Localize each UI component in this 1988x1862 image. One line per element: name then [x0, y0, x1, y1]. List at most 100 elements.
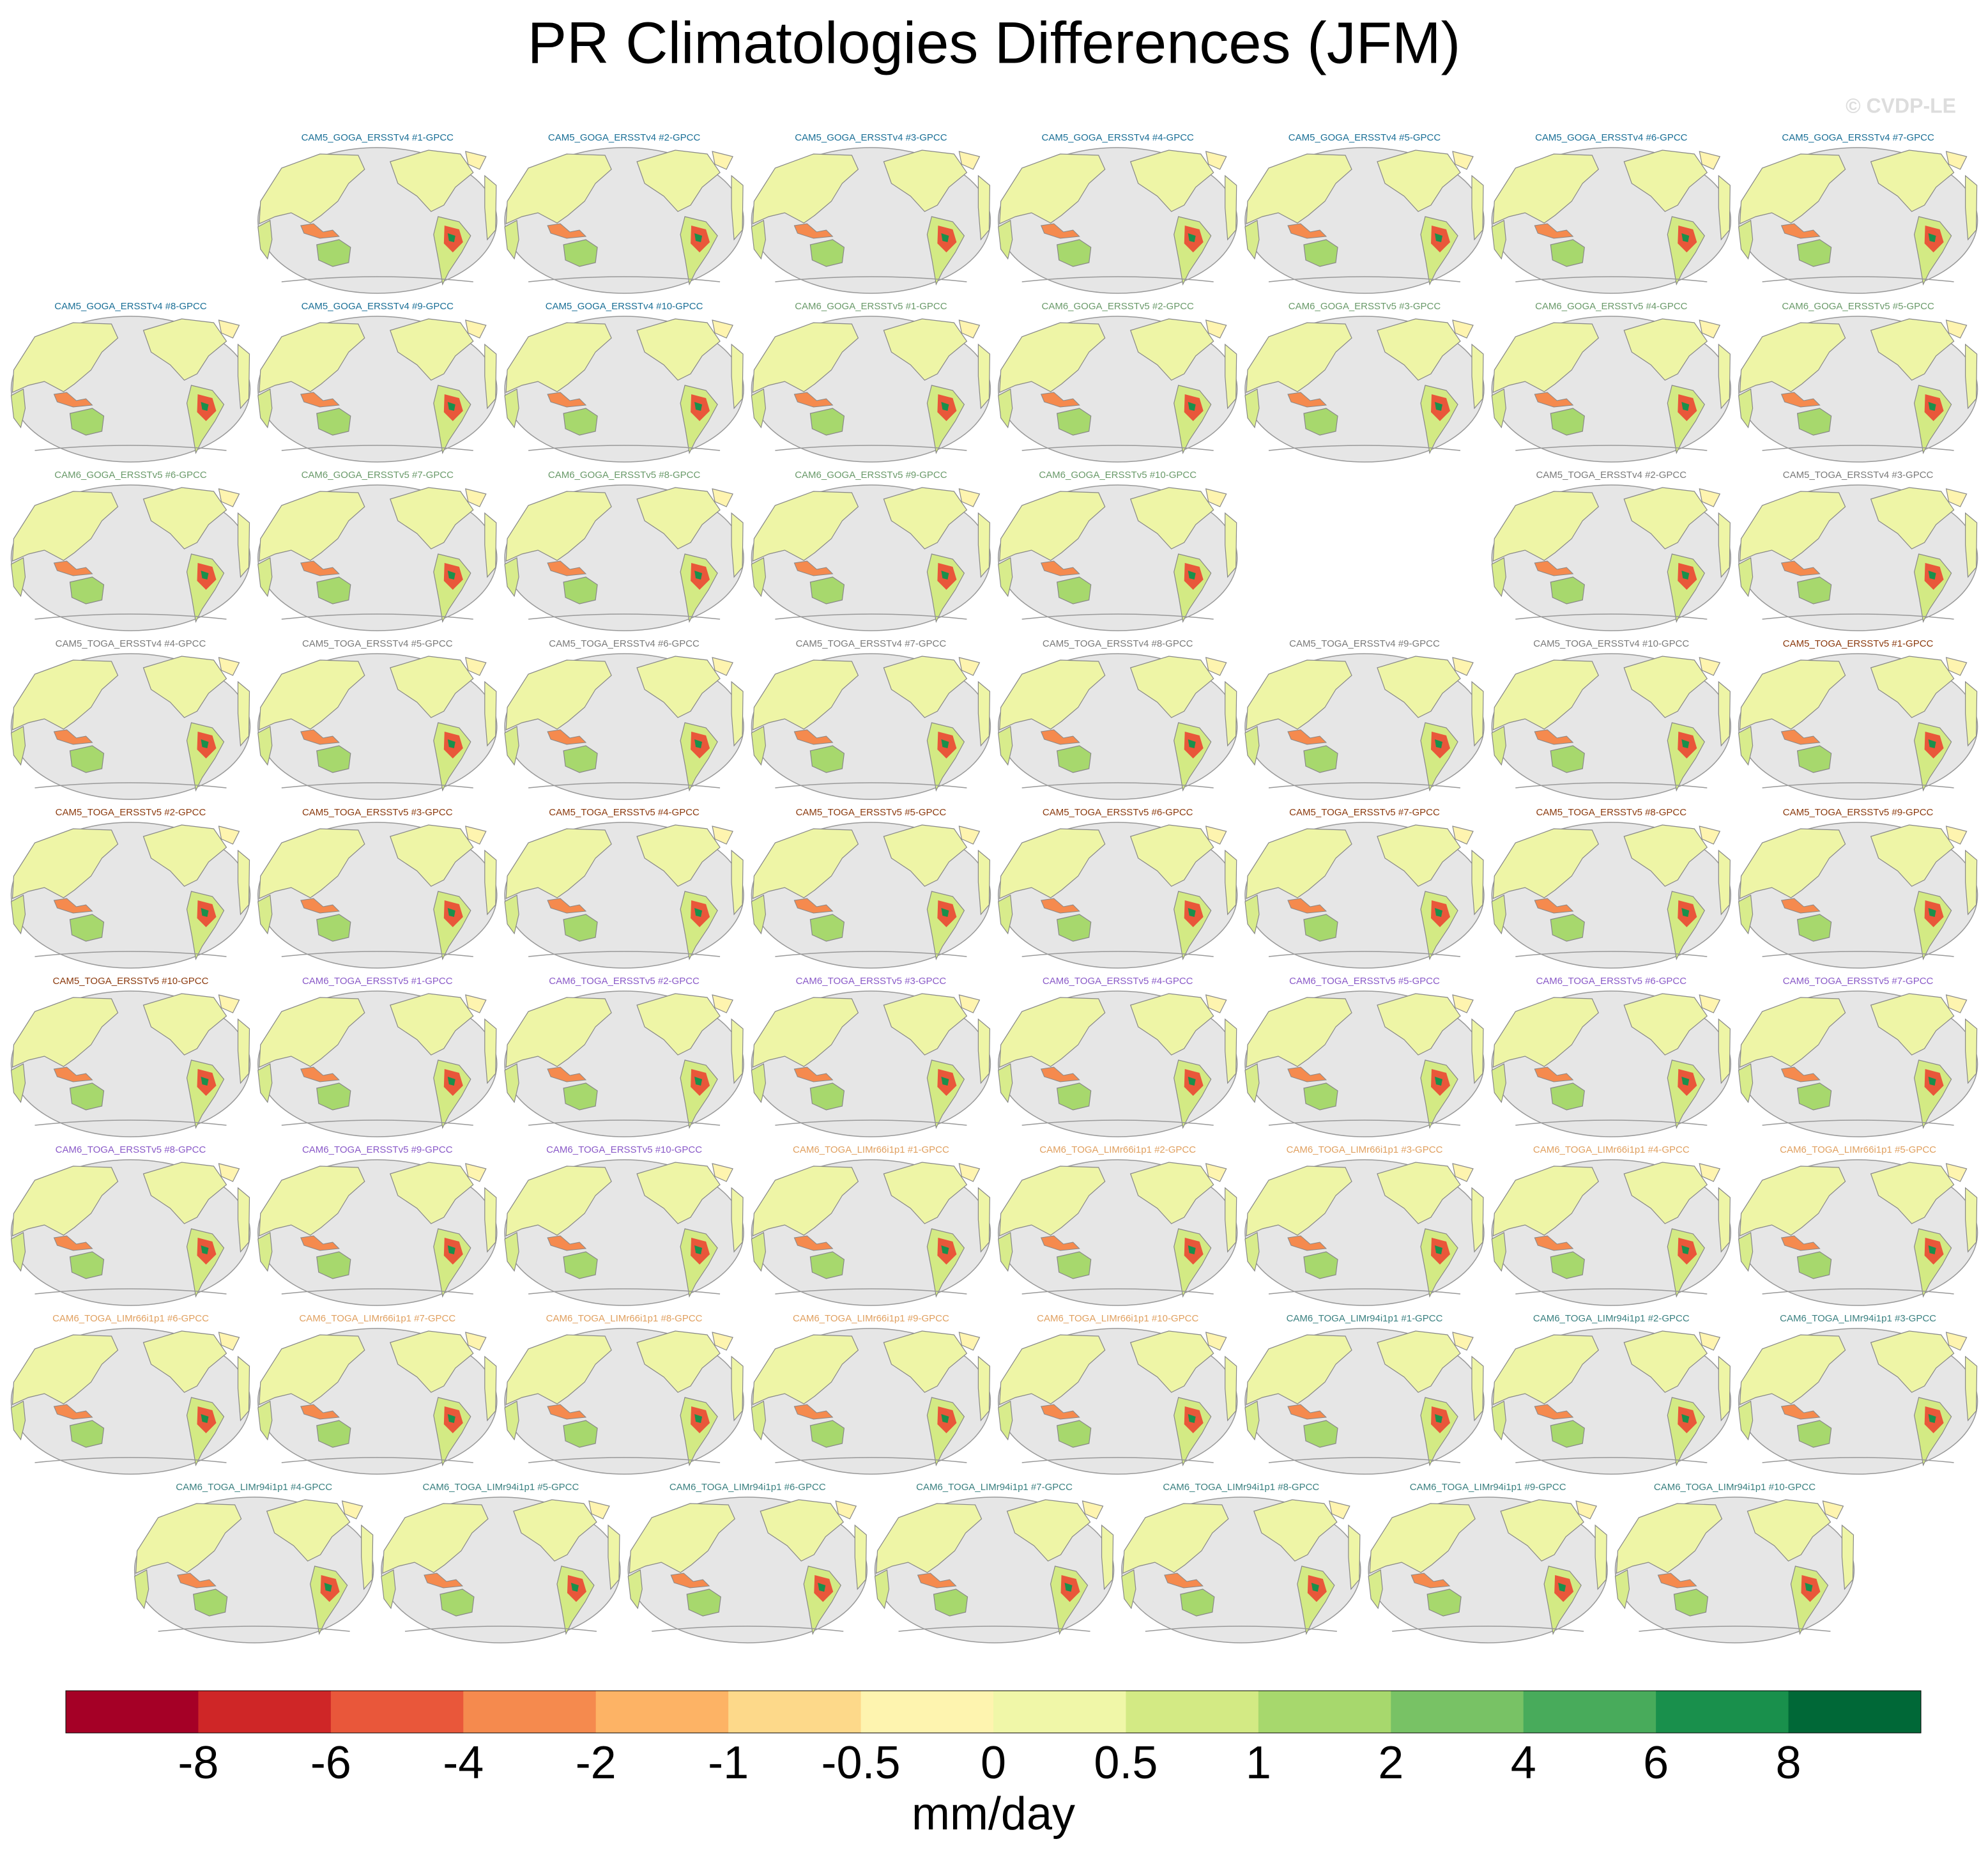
- map-panel: CAM5_TOGA_ERSSTv5 #1-GPCC: [1738, 638, 1978, 800]
- map-panel: CAM6_TOGA_LIMr94i1p1 #3-GPCC: [1738, 1313, 1978, 1475]
- map-panel: CAM6_TOGA_LIMr66i1p1 #1-GPCC: [751, 1144, 991, 1306]
- map-panel: CAM6_GOGA_ERSSTv5 #6-GPCC: [10, 470, 251, 631]
- map-panel: CAM5_TOGA_ERSSTv4 #2-GPCC: [1491, 470, 1732, 631]
- panel-title: CAM5_TOGA_ERSSTv5 #3-GPCC: [302, 807, 453, 818]
- colorbar-box: [198, 1691, 332, 1733]
- map: [1244, 990, 1485, 1137]
- map-panel: CAM6_TOGA_LIMr94i1p1 #10-GPCC: [1614, 1482, 1855, 1643]
- map-panel: CAM5_TOGA_ERSSTv5 #7-GPCC: [1244, 807, 1485, 969]
- panel-title: CAM6_GOGA_ERSSTv5 #4-GPCC: [1535, 301, 1688, 312]
- map: [997, 653, 1238, 800]
- map: [10, 990, 251, 1137]
- map: [1244, 822, 1485, 969]
- panel-title: CAM6_TOGA_LIMr94i1p1 #8-GPCC: [1163, 1482, 1319, 1493]
- colorbar-tick-label: 1: [1246, 1737, 1271, 1789]
- map: [504, 1328, 744, 1475]
- map-panel: CAM6_TOGA_ERSSTv5 #4-GPCC: [997, 976, 1238, 1137]
- map-panel: CAM5_TOGA_ERSSTv4 #6-GPCC: [504, 638, 744, 800]
- panel-title: CAM6_TOGA_ERSSTv5 #3-GPCC: [796, 976, 947, 987]
- colorbar-tick-label: -6: [310, 1737, 351, 1789]
- panel-title: CAM5_TOGA_ERSSTv4 #4-GPCC: [56, 638, 206, 649]
- map: [1738, 147, 1978, 294]
- map-panel: CAM5_TOGA_ERSSTv5 #5-GPCC: [751, 807, 991, 969]
- panel-title: CAM6_TOGA_LIMr66i1p1 #1-GPCC: [793, 1144, 949, 1155]
- panel-title: CAM6_TOGA_ERSSTv5 #1-GPCC: [302, 976, 453, 987]
- colorbar-box: [66, 1691, 199, 1733]
- colorbar-tick-label: -8: [178, 1737, 218, 1789]
- map-panel: CAM5_TOGA_ERSSTv4 #4-GPCC: [10, 638, 251, 800]
- map: [1244, 147, 1485, 294]
- map-panel: CAM6_TOGA_ERSSTv5 #10-GPCC: [504, 1144, 744, 1306]
- panel-title: CAM5_GOGA_ERSSTv4 #6-GPCC: [1535, 132, 1688, 143]
- colorbar-tick-label: 0.5: [1094, 1737, 1158, 1789]
- panel-title: CAM6_GOGA_ERSSTv5 #3-GPCC: [1288, 301, 1441, 312]
- map: [10, 484, 251, 631]
- panel-title: CAM5_TOGA_ERSSTv5 #7-GPCC: [1289, 807, 1440, 818]
- panel-title: CAM6_TOGA_ERSSTv5 #8-GPCC: [56, 1144, 206, 1155]
- map: [751, 822, 991, 969]
- panel-title: CAM6_TOGA_LIMr94i1p1 #7-GPCC: [916, 1482, 1073, 1493]
- map: [997, 484, 1238, 631]
- map: [997, 147, 1238, 294]
- panel-title: CAM5_TOGA_ERSSTv4 #7-GPCC: [796, 638, 947, 649]
- map: [134, 1497, 374, 1643]
- map-panel: CAM6_TOGA_ERSSTv5 #6-GPCC: [1491, 976, 1732, 1137]
- colorbar-tick-label: 8: [1776, 1737, 1801, 1789]
- panel-title: CAM5_TOGA_ERSSTv4 #5-GPCC: [302, 638, 453, 649]
- map-panel: CAM6_TOGA_ERSSTv5 #8-GPCC: [10, 1144, 251, 1306]
- map-panel: CAM5_TOGA_ERSSTv5 #9-GPCC: [1738, 807, 1978, 969]
- panel-title: CAM6_TOGA_ERSSTv5 #2-GPCC: [549, 976, 700, 987]
- colorbar-box: [1788, 1691, 1922, 1733]
- panel-title: CAM6_TOGA_ERSSTv5 #7-GPCC: [1783, 976, 1934, 987]
- map: [257, 147, 498, 294]
- map-panel: CAM6_TOGA_LIMr66i1p1 #9-GPCC: [751, 1313, 991, 1475]
- map-panel: CAM6_TOGA_ERSSTv5 #1-GPCC: [257, 976, 498, 1137]
- map: [1491, 316, 1732, 463]
- map-panel: CAM6_TOGA_LIMr94i1p1 #5-GPCC: [381, 1482, 621, 1643]
- colorbar-box: [1523, 1691, 1656, 1733]
- colorbar-box: [728, 1691, 862, 1733]
- map: [751, 316, 991, 463]
- map: [257, 316, 498, 463]
- colorbar-box: [1391, 1691, 1524, 1733]
- panel-title: CAM5_GOGA_ERSSTv4 #1-GPCC: [302, 132, 454, 143]
- panel-title: CAM6_TOGA_LIMr94i1p1 #5-GPCC: [423, 1482, 579, 1493]
- panel-title: CAM6_TOGA_ERSSTv5 #5-GPCC: [1289, 976, 1440, 987]
- map: [1244, 1328, 1485, 1475]
- map: [504, 990, 744, 1137]
- map-panel: CAM5_TOGA_ERSSTv5 #8-GPCC: [1491, 807, 1732, 969]
- map: [257, 1328, 498, 1475]
- map: [1491, 1328, 1732, 1475]
- map: [10, 316, 251, 463]
- map: [1738, 653, 1978, 800]
- map: [997, 822, 1238, 969]
- colorbar-box: [1258, 1691, 1391, 1733]
- map: [751, 653, 991, 800]
- panel-title: CAM6_GOGA_ERSSTv5 #1-GPCC: [795, 301, 947, 312]
- map: [1491, 653, 1732, 800]
- colorbar-box: [595, 1691, 729, 1733]
- panel-title: CAM6_TOGA_LIMr94i1p1 #3-GPCC: [1780, 1313, 1936, 1324]
- map-panel: CAM6_TOGA_ERSSTv5 #9-GPCC: [257, 1144, 498, 1306]
- panel-title: CAM6_GOGA_ERSSTv5 #6-GPCC: [54, 470, 207, 481]
- panel-title: CAM6_GOGA_ERSSTv5 #9-GPCC: [795, 470, 947, 481]
- panel-title: CAM6_TOGA_ERSSTv5 #10-GPCC: [546, 1144, 702, 1155]
- map-panel: CAM6_TOGA_LIMr66i1p1 #8-GPCC: [504, 1313, 744, 1475]
- colorbar-box: [993, 1691, 1126, 1733]
- panel-title: CAM6_GOGA_ERSSTv5 #5-GPCC: [1782, 301, 1934, 312]
- map-panel: CAM6_TOGA_LIMr66i1p1 #10-GPCC: [997, 1313, 1238, 1475]
- map-panel: CAM6_TOGA_LIMr66i1p1 #2-GPCC: [997, 1144, 1238, 1306]
- map: [751, 147, 991, 294]
- panel-title: CAM5_TOGA_ERSSTv4 #8-GPCC: [1043, 638, 1193, 649]
- panel-title: CAM6_TOGA_LIMr66i1p1 #7-GPCC: [299, 1313, 455, 1324]
- panel-title: CAM5_TOGA_ERSSTv4 #6-GPCC: [549, 638, 700, 649]
- panel-title: CAM5_TOGA_ERSSTv5 #8-GPCC: [1536, 807, 1686, 818]
- colorbar-box: [463, 1691, 597, 1733]
- panel-title: CAM6_TOGA_LIMr94i1p1 #6-GPCC: [669, 1482, 826, 1493]
- map: [751, 990, 991, 1137]
- map-panel: CAM6_TOGA_ERSSTv5 #5-GPCC: [1244, 976, 1485, 1137]
- colorbar-frame: [65, 1690, 1922, 1734]
- map-panel: CAM5_TOGA_ERSSTv5 #3-GPCC: [257, 807, 498, 969]
- panel-title: CAM6_GOGA_ERSSTv5 #7-GPCC: [302, 470, 454, 481]
- map: [1491, 990, 1732, 1137]
